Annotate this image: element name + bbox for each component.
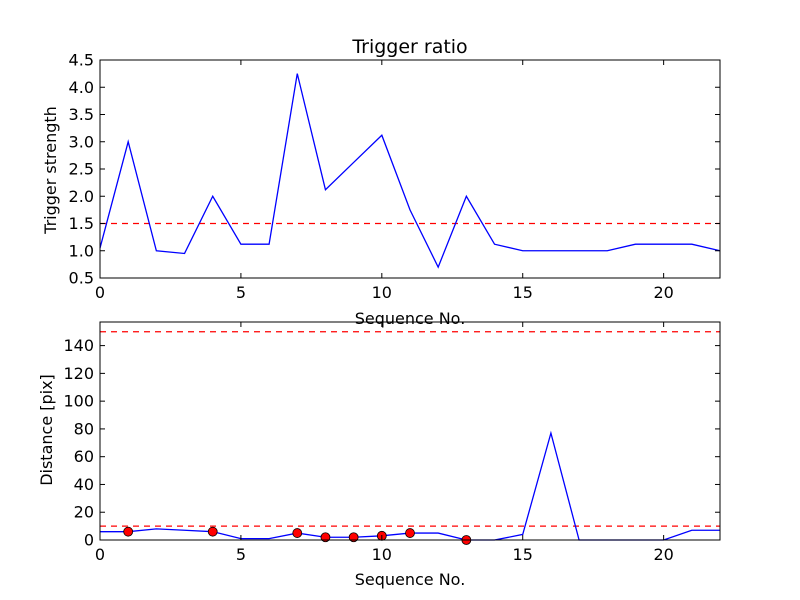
data-point-marker <box>320 532 331 543</box>
y-tick-label: 140 <box>63 336 94 355</box>
data-point-marker <box>292 528 303 538</box>
x-tick-label: 15 <box>513 545 533 564</box>
chart-title: Trigger ratio <box>351 36 467 58</box>
data-point-marker <box>123 526 134 537</box>
x-tick-label: 5 <box>236 545 246 564</box>
data-point-marker <box>207 526 218 537</box>
y-tick-label: 0 <box>84 531 94 550</box>
data-point-marker <box>348 532 359 543</box>
y-tick-label: 3.5 <box>69 105 94 124</box>
y-tick-label: 100 <box>63 392 94 411</box>
x-tick-label: 20 <box>653 283 673 302</box>
trigger-ratio-panel: Trigger ratio Sequence No. Trigger stren… <box>41 36 721 328</box>
x-axis-label: Sequence No. <box>355 570 466 589</box>
x-tick-label: 5 <box>236 283 246 302</box>
x-tick-label: 15 <box>513 283 533 302</box>
y-tick-label: 4.0 <box>69 78 94 97</box>
x-tick-label: 0 <box>95 545 105 564</box>
y-tick-label: 60 <box>74 447 94 466</box>
y-axis-label: Distance [pix] <box>37 374 56 486</box>
y-tick-label: 20 <box>74 503 94 522</box>
y-tick-label: 120 <box>63 364 94 383</box>
y-tick-label: 2.5 <box>69 160 94 179</box>
y-tick-label: 40 <box>74 475 94 494</box>
data-point-marker <box>405 528 415 538</box>
x-tick-label: 20 <box>653 545 673 564</box>
y-tick-label: 2.0 <box>69 187 94 206</box>
y-tick-label: 1.0 <box>69 241 94 260</box>
y-axis-label: Trigger strength <box>41 106 60 235</box>
x-tick-label: 0 <box>95 283 105 302</box>
y-tick-label: 80 <box>74 419 94 438</box>
x-axis-label: Sequence No. <box>355 309 466 328</box>
x-tick-label: 10 <box>372 283 392 302</box>
series-line <box>99 73 721 269</box>
y-tick-label: 0.5 <box>69 269 94 288</box>
x-tick-label: 10 <box>372 545 392 564</box>
y-tick-label: 3.0 <box>69 132 94 151</box>
plot-frame <box>99 321 721 541</box>
y-tick-label: 4.5 <box>69 51 94 70</box>
y-tick-label: 1.5 <box>69 214 94 233</box>
distance-panel: Sequence No. Distance [pix] 0 5 10 15 20 0 20 4… <box>37 321 721 589</box>
